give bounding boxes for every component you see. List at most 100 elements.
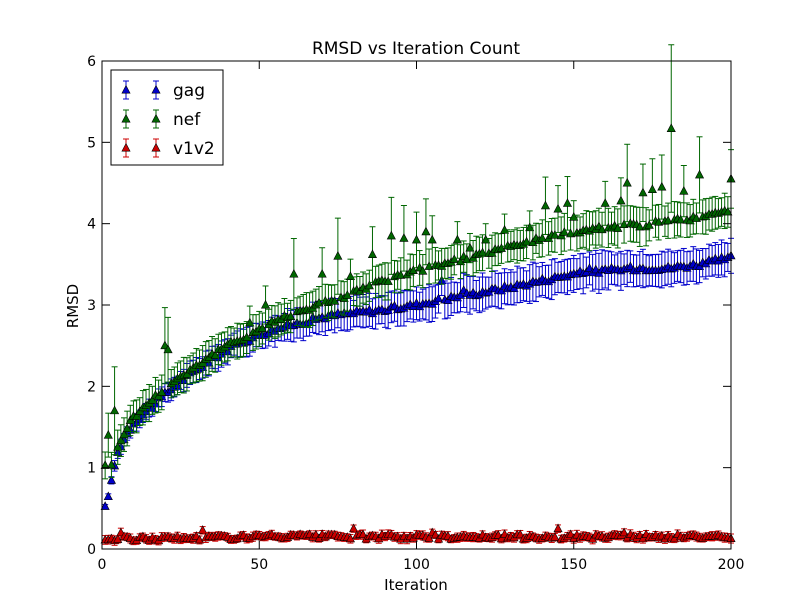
- series-nef: [100, 44, 736, 480]
- nef-data-point: [622, 177, 632, 187]
- nef-data-point: [723, 206, 733, 216]
- legend-label-gag: gag: [173, 81, 205, 101]
- nef-data-point: [522, 236, 532, 246]
- v1v2-data-point: [550, 531, 560, 541]
- nef-data-point: [562, 198, 573, 207]
- nef-data-point: [119, 429, 129, 439]
- gag-data-point: [584, 263, 595, 272]
- y-tick-label: 4: [87, 217, 96, 233]
- x-tick-label: 200: [718, 557, 745, 573]
- v1v2-data-point: [345, 533, 356, 543]
- legend-label-nef: nef: [173, 110, 201, 130]
- nef-data-point: [103, 429, 113, 439]
- x-tick-label: 0: [98, 557, 107, 573]
- gag-data-point: [100, 501, 110, 510]
- nef-data-point: [566, 228, 576, 238]
- chart-title: RMSD vs Iteration Count: [312, 39, 520, 59]
- nef-data-point: [654, 217, 664, 226]
- nef-data-point: [289, 268, 299, 278]
- nef-data-point: [113, 442, 123, 451]
- y-tick-label: 1: [87, 461, 96, 477]
- nef-data-point: [638, 187, 648, 197]
- legend-marker: [121, 113, 131, 123]
- nef-data-point: [647, 184, 657, 193]
- nef-data-point: [408, 265, 418, 274]
- nef-data-point: [452, 234, 462, 244]
- y-tick-label: 6: [87, 54, 96, 70]
- gag-data-point: [106, 475, 116, 484]
- v1v2-data-point: [496, 533, 506, 543]
- v1v2-data-point: [113, 534, 123, 543]
- nef-data-point: [386, 230, 396, 240]
- nef-data-point: [691, 213, 701, 222]
- nef-data-point: [666, 123, 676, 132]
- axes: 0 50 100 150 200 0 1 2 3 4 5 6: [87, 54, 744, 573]
- legend-box: [110, 69, 224, 166]
- nef-data-point: [342, 290, 352, 299]
- nef-data-point: [367, 249, 378, 259]
- nef-data-point: [663, 215, 673, 225]
- nef-data-point: [569, 212, 579, 221]
- nef-data-point: [182, 369, 192, 378]
- nef-data-point: [163, 344, 173, 354]
- v1v2-data-point: [515, 529, 525, 539]
- nef-data-point: [635, 221, 645, 231]
- nef-data-point: [157, 387, 167, 396]
- nef-data-point: [449, 254, 459, 263]
- nef-data-point: [116, 435, 126, 445]
- nef-data-point: [465, 242, 475, 252]
- v1v2-data-point: [638, 533, 648, 543]
- nef-data-point: [695, 169, 705, 179]
- nef-data-point: [525, 222, 535, 232]
- v1v2-data-point: [553, 523, 563, 533]
- legend-marker: [151, 142, 161, 152]
- y-tick-label: 0: [87, 542, 96, 558]
- nef-data-point: [424, 261, 434, 270]
- nef-data-point: [286, 311, 296, 321]
- nef-data-point: [396, 270, 406, 279]
- y-tick-label: 5: [87, 135, 96, 151]
- nef-data-point: [411, 234, 422, 244]
- legend-marker: [121, 84, 131, 94]
- nef-data-point: [616, 195, 626, 205]
- nef-data-point: [317, 268, 327, 278]
- v1v2-data-point: [358, 529, 368, 539]
- legend-marker: [151, 113, 161, 123]
- legend: gag nef v1v2: [110, 69, 224, 166]
- gag-data-point: [103, 491, 113, 501]
- nef-data-point: [245, 317, 255, 327]
- nef-data-point: [600, 198, 610, 207]
- nef-data-point: [399, 233, 409, 242]
- gag-data-point: [433, 293, 444, 303]
- nef-data-point: [260, 299, 271, 309]
- nef-data-point: [553, 203, 563, 213]
- x-axis-label: Iteration: [384, 576, 448, 594]
- y-axis-label: RMSD: [64, 284, 82, 328]
- y-tick-label: 3: [87, 298, 96, 314]
- nef-data-point: [100, 460, 110, 469]
- nef-data-point: [657, 181, 667, 191]
- legend-label-v1v2: v1v2: [173, 139, 215, 159]
- nef-data-point: [106, 459, 116, 469]
- y-tick-label: 2: [87, 379, 96, 395]
- nef-data-point: [210, 350, 220, 359]
- series-v1v2: [100, 523, 736, 546]
- legend-marker: [121, 142, 131, 152]
- nef-data-point: [679, 185, 689, 195]
- nef-data-point: [540, 200, 550, 210]
- nef-data-point: [462, 254, 472, 264]
- nef-data-point: [496, 243, 506, 252]
- nef-data-point: [537, 233, 547, 242]
- nef-data-point: [619, 219, 629, 228]
- nef-data-point: [383, 276, 393, 285]
- x-tick-label: 150: [560, 557, 587, 573]
- nef-data-point: [132, 411, 142, 420]
- nef-data-point: [559, 227, 569, 236]
- nef-data-point: [345, 271, 356, 280]
- x-tick-label: 100: [403, 557, 430, 573]
- nef-data-point: [676, 214, 686, 224]
- nef-data-point: [333, 251, 343, 260]
- nef-data-point: [418, 265, 428, 275]
- v1v2-data-point: [349, 523, 359, 533]
